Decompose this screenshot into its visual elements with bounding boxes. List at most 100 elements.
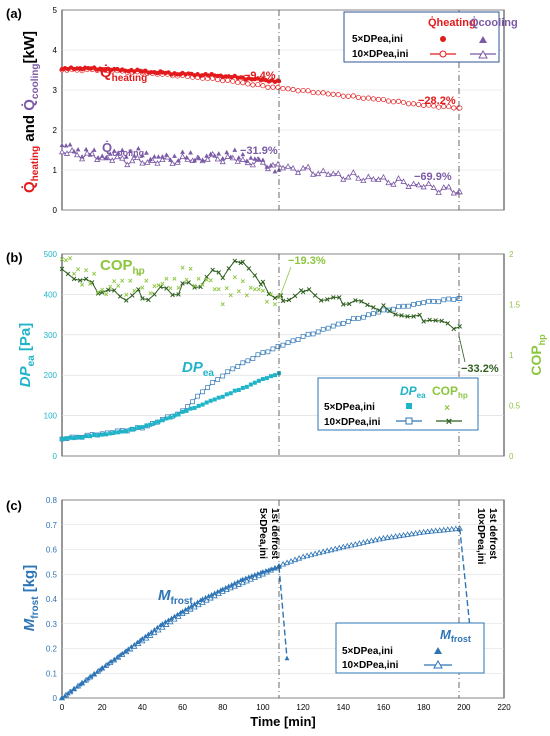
y-tick-label-a: 4	[53, 46, 58, 55]
point-cooling-10x	[124, 161, 131, 168]
point-cooling-5x	[240, 151, 246, 157]
point-cop-10x: ×	[238, 258, 243, 268]
point-dp-10x	[315, 329, 321, 335]
point-cooling-10x	[335, 170, 342, 176]
point-dp-5x	[84, 434, 89, 439]
point-mfrost-10x	[416, 529, 423, 535]
annotation-cooling-5x-change: −31.9%	[240, 145, 278, 157]
point-dp-10x	[245, 358, 251, 364]
point-mfrost-5x	[255, 571, 261, 576]
point-dp-10x	[391, 306, 396, 312]
y-tick-label-b-right: 1	[509, 351, 514, 360]
point-mfrost-5x	[74, 684, 80, 689]
point-cooling-5x	[252, 156, 258, 161]
point-mfrost-5x	[88, 673, 94, 679]
point-cooling-5x	[232, 147, 238, 152]
point-cooling-10x	[350, 169, 357, 175]
point-cop-10x: ×	[371, 302, 376, 312]
point-mfrost-5x	[145, 631, 151, 636]
point-mfrost-5x	[102, 663, 108, 668]
point-cop-10x: ×	[359, 296, 364, 306]
point-cooling-5x	[200, 157, 206, 163]
point-dp-5x	[188, 406, 193, 411]
point-heating-10x	[260, 83, 266, 89]
y-tick-label-c: 0.6	[46, 546, 58, 555]
point-cooling-5x	[188, 150, 193, 155]
point-dp-10x	[320, 326, 326, 332]
annotation-heating-5x-change: −9.4%	[244, 70, 276, 82]
point-heating-10x	[290, 87, 296, 93]
point-mfrost-5x	[169, 615, 174, 620]
legend-a-cooling-10x-marker	[478, 49, 488, 59]
point-cooling-5x	[152, 154, 157, 159]
point-cop-5x: ×	[88, 279, 93, 288]
point-cop-5x: ×	[261, 286, 266, 295]
panel-label-b: (b)	[6, 250, 23, 265]
point-cop-10x: ×	[439, 316, 444, 326]
point-dp-10x	[240, 360, 246, 366]
x-tick-label-c: 200	[457, 703, 471, 712]
point-mfrost-10x	[376, 535, 383, 542]
legend-a-header-heating: Q̇heating	[428, 16, 476, 29]
point-heating-5x	[276, 79, 282, 84]
legend-b-header-dp: DPea	[400, 384, 426, 400]
point-cop-10x: ×	[100, 287, 105, 297]
point-dp-5x	[140, 425, 145, 430]
point-mfrost-5x	[149, 629, 154, 634]
point-cop-10x: ×	[387, 306, 392, 316]
point-heating-10x	[265, 84, 271, 90]
point-cop-10x: ×	[216, 268, 221, 278]
point-dp-10x	[250, 356, 256, 361]
point-cop-10x: ×	[124, 295, 129, 305]
point-mfrost-10x	[348, 541, 355, 548]
legend-b-row2-label: 10×DPea,ini	[324, 417, 381, 428]
point-dp-5x	[116, 430, 121, 435]
point-cop-10x: ×	[152, 289, 157, 299]
point-mfrost-5x	[128, 644, 134, 649]
point-heating-10x	[330, 91, 336, 97]
point-mfrost-10x	[444, 526, 451, 532]
point-cop-10x: ×	[246, 264, 251, 274]
point-dp-10x	[345, 318, 351, 324]
x-tick-label-c: 140	[337, 703, 351, 712]
point-heating-10x	[360, 95, 366, 101]
point-dp-5x	[64, 436, 69, 441]
point-mfrost-10x	[428, 527, 435, 534]
legend-b-header-cop: COPhp	[432, 384, 468, 400]
point-dp-5x	[220, 394, 225, 399]
point-mfrost-5x	[175, 611, 180, 617]
point-dp-5x	[96, 433, 101, 438]
point-cop-10x: ×	[164, 283, 169, 293]
point-cop-10x: ×	[353, 295, 358, 305]
point-cooling-10x	[259, 158, 266, 165]
point-dp-10x	[436, 299, 442, 305]
point-cop-5x: ×	[269, 290, 274, 299]
point-mfrost-10x	[424, 528, 431, 534]
point-cop-5x: ×	[64, 256, 69, 265]
point-mfrost-5x	[142, 633, 148, 639]
point-dp-5x	[208, 398, 213, 403]
point-mfrost-10x	[448, 525, 455, 532]
point-cop-10x: ×	[377, 305, 382, 315]
point-cooling-10x	[249, 161, 256, 168]
y-tick-label-c: 0.8	[46, 496, 58, 505]
point-cooling-10x	[385, 179, 392, 186]
point-mfrost-5x	[65, 690, 71, 696]
point-dp-5x	[244, 384, 249, 389]
point-mfrost-10x	[404, 531, 411, 537]
y-axis-label-b-right: COPhp	[528, 334, 547, 376]
point-dp-10x	[300, 334, 306, 339]
point-cooling-10x	[239, 156, 246, 162]
point-mfrost-5x	[252, 572, 258, 577]
legend-a-heating-10x-marker	[439, 50, 447, 58]
point-dp-10x	[270, 346, 276, 352]
point-dp-5x	[232, 388, 237, 393]
point-cop-10x: ×	[260, 277, 265, 287]
point-cooling-5x	[172, 153, 177, 158]
point-dp-5x	[72, 436, 77, 441]
point-cop-5x: ×	[216, 285, 221, 294]
legend-b-cop-5x-marker: ×	[444, 403, 450, 414]
point-cooling-10x	[370, 175, 377, 182]
y-tick-label-b-right: 1.5	[509, 301, 521, 310]
point-cooling-10x	[129, 157, 136, 164]
